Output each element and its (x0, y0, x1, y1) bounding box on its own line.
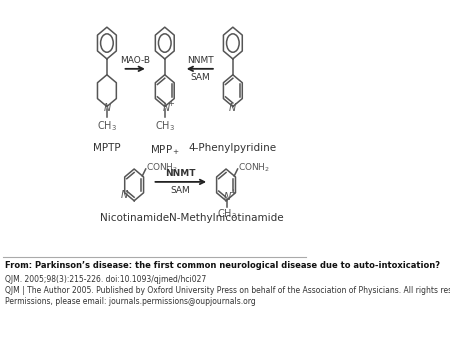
Text: CONH$_2$: CONH$_2$ (238, 162, 270, 174)
Text: +: + (167, 99, 174, 108)
Text: Permissions, please email: journals.permissions@oupjournals.org: Permissions, please email: journals.perm… (5, 297, 256, 306)
Text: SAM: SAM (171, 186, 190, 195)
Text: MPP$_+$: MPP$_+$ (149, 143, 180, 157)
Text: N-Methylnicotinamide: N-Methylnicotinamide (169, 213, 284, 223)
Text: SAM: SAM (190, 73, 210, 82)
Text: N: N (224, 192, 231, 202)
Text: NNMT: NNMT (165, 169, 196, 178)
Text: +: + (230, 188, 236, 197)
Text: N: N (229, 102, 237, 113)
Text: N: N (162, 102, 170, 113)
Text: From: Parkinson’s disease: the first common neurological disease due to auto-int: From: Parkinson’s disease: the first com… (5, 261, 440, 270)
Text: MPTP: MPTP (93, 143, 121, 153)
Text: 4-Phenylpyridine: 4-Phenylpyridine (189, 143, 277, 153)
Text: CONH$_2$: CONH$_2$ (146, 162, 178, 174)
Text: CH$_3$: CH$_3$ (97, 119, 117, 133)
Text: QJM | The Author 2005. Published by Oxford University Press on behalf of the Ass: QJM | The Author 2005. Published by Oxfo… (5, 286, 450, 295)
Text: Nicotinamide: Nicotinamide (99, 213, 169, 223)
Text: MAO-B: MAO-B (120, 56, 150, 65)
Text: NNMT: NNMT (187, 56, 213, 65)
Text: N: N (104, 102, 111, 113)
Text: N: N (121, 190, 128, 200)
Text: CH$_3$: CH$_3$ (217, 208, 238, 221)
Text: CH$_3$: CH$_3$ (155, 119, 175, 133)
Text: QJM. 2005;98(3):215-226. doi:10.1093/qjmed/hci027: QJM. 2005;98(3):215-226. doi:10.1093/qjm… (5, 275, 206, 284)
